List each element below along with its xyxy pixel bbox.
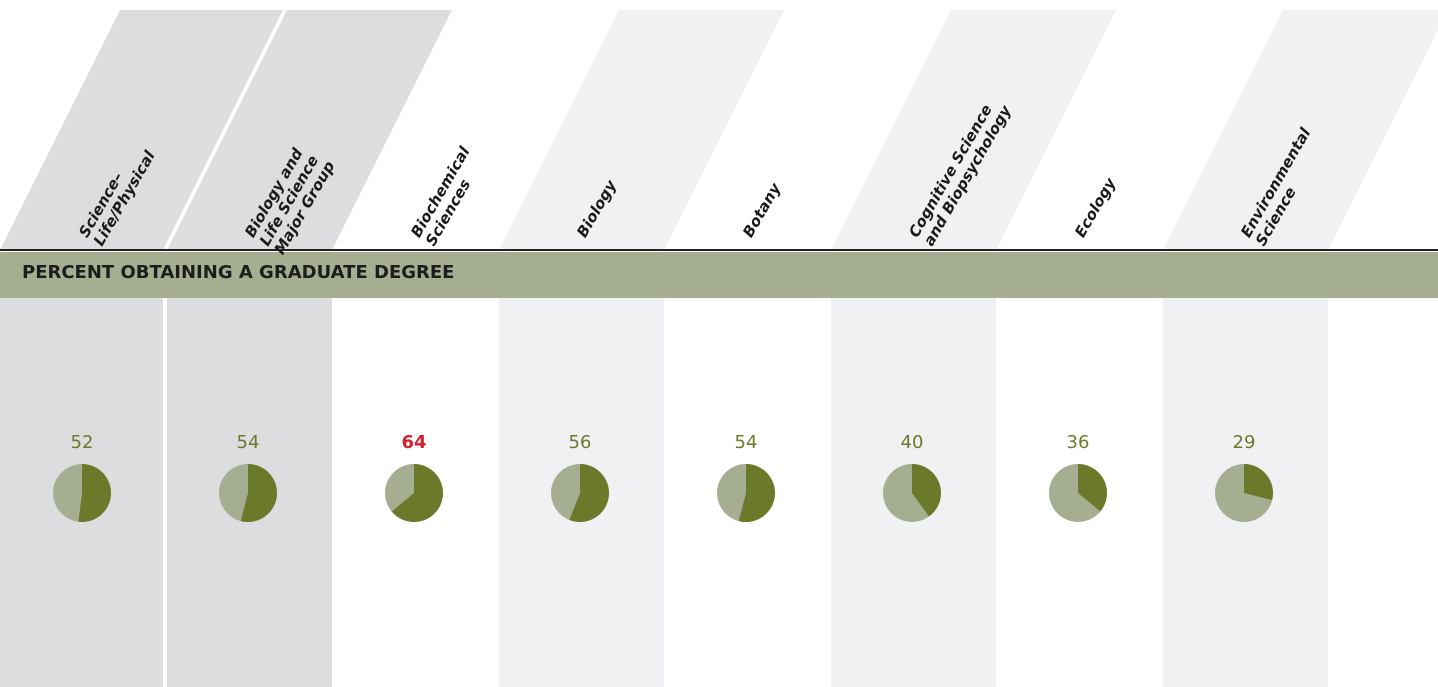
header-slant xyxy=(1163,10,1438,250)
header-slant xyxy=(831,10,1116,250)
pie-slice xyxy=(391,463,443,522)
pie-slice xyxy=(912,464,941,517)
pie-slice xyxy=(1244,464,1273,501)
pie-slice xyxy=(569,463,610,522)
value-label: 29 xyxy=(1232,432,1256,453)
value-label: 52 xyxy=(70,432,94,453)
pie-slice xyxy=(1078,464,1107,512)
pie-slice xyxy=(738,464,775,522)
band xyxy=(0,252,1438,298)
value-label: 56 xyxy=(568,432,592,453)
value-label: 64 xyxy=(401,432,427,453)
band-title: PERCENT OBTAINING A GRADUATE DEGREE xyxy=(22,262,455,283)
header-slant xyxy=(499,10,784,250)
pie-slice xyxy=(78,464,112,522)
value-label: 54 xyxy=(236,432,260,453)
header-slant xyxy=(167,10,452,250)
pie-slice xyxy=(240,464,277,522)
header-slant xyxy=(0,10,283,250)
value-label: 36 xyxy=(1066,432,1090,453)
value-label: 54 xyxy=(734,432,758,453)
value-label: 40 xyxy=(900,432,924,453)
